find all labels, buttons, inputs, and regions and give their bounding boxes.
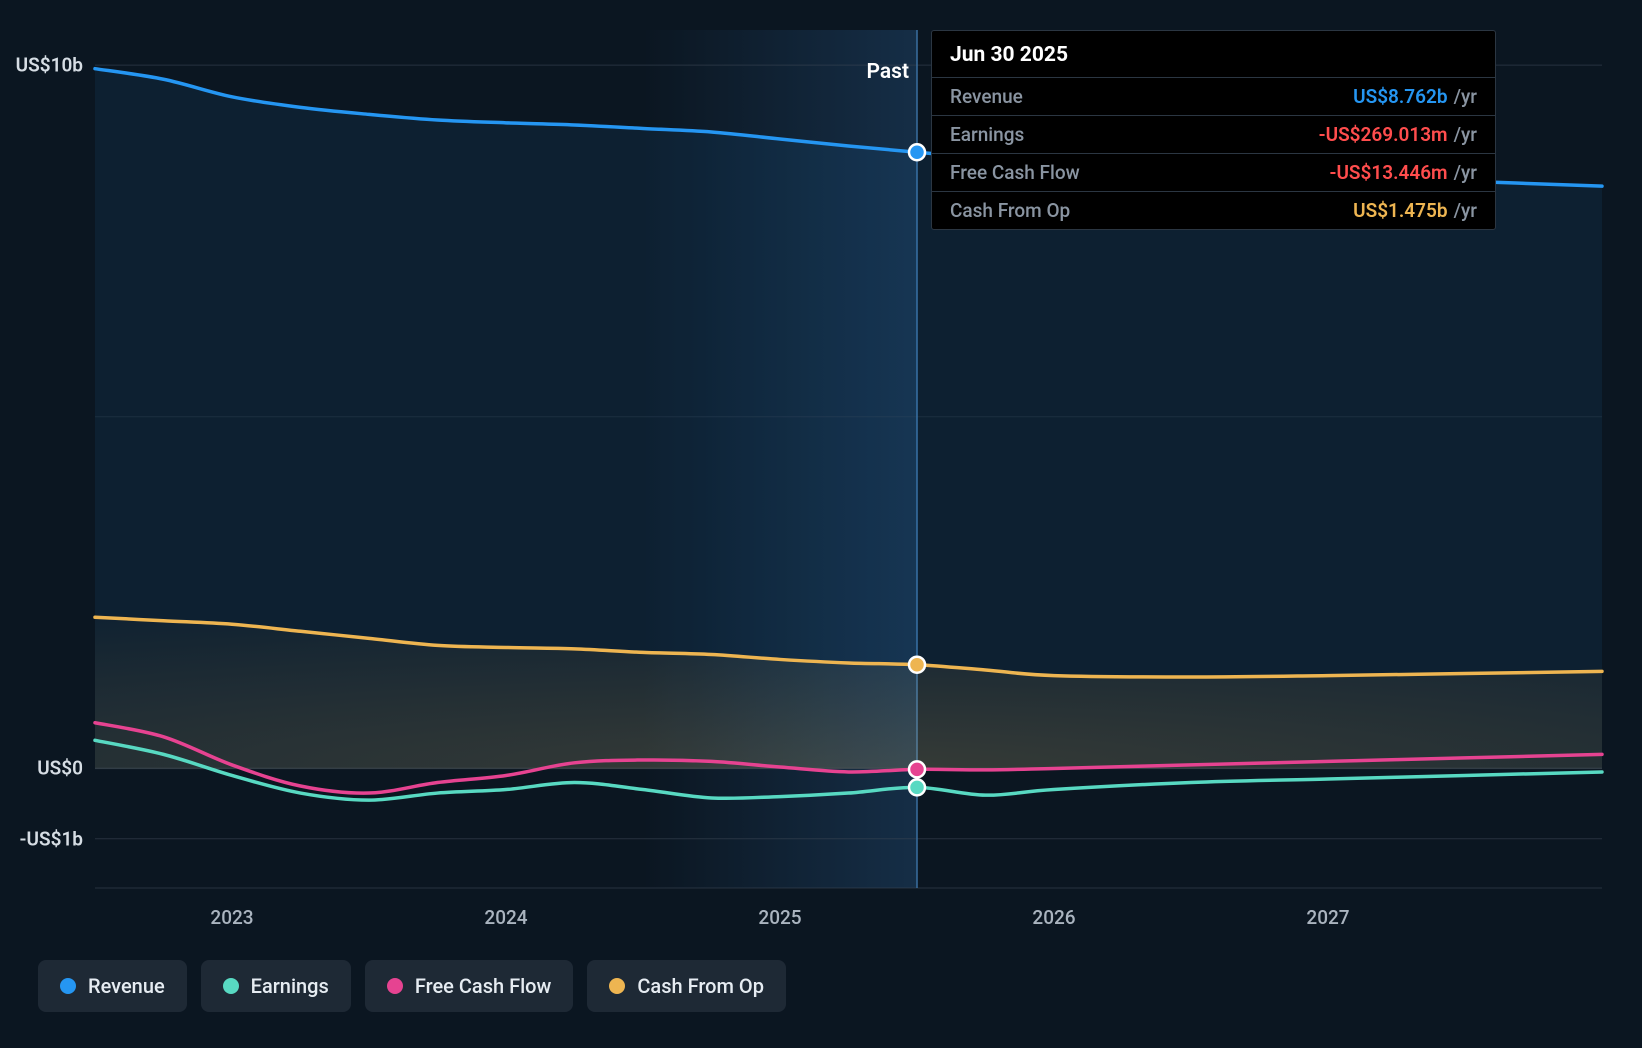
x-tick-label: 2025 bbox=[758, 906, 801, 929]
tooltip-row-value: -US$269.013m bbox=[1319, 123, 1448, 146]
legend-item-earnings[interactable]: Earnings bbox=[201, 960, 351, 1012]
tooltip-row-suffix: /yr bbox=[1454, 199, 1477, 222]
legend-dot-icon bbox=[609, 978, 625, 994]
tooltip-row: Revenue US$8.762b/yr bbox=[932, 77, 1495, 115]
legend-item-label: Free Cash Flow bbox=[415, 974, 552, 998]
tooltip-row-label: Revenue bbox=[950, 85, 1023, 108]
legend-item-label: Earnings bbox=[251, 974, 329, 998]
legend-item-label: Revenue bbox=[88, 974, 165, 998]
tooltip-row-label: Earnings bbox=[950, 123, 1024, 146]
tooltip-row-suffix: /yr bbox=[1454, 123, 1477, 146]
tooltip-row-value: -US$13.446m bbox=[1329, 161, 1447, 184]
x-tick-label: 2027 bbox=[1306, 906, 1349, 929]
y-tick-label: -US$1b bbox=[20, 827, 83, 850]
tooltip-row: Free Cash Flow -US$13.446m/yr bbox=[932, 153, 1495, 191]
y-tick-label: US$0 bbox=[37, 757, 83, 780]
tooltip-row-value: US$1.475b bbox=[1353, 199, 1447, 222]
legend-item-label: Cash From Op bbox=[637, 974, 764, 998]
financials-chart: -US$1b US$0 US$10b 2023 2024 2025 2026 2027 Past… bbox=[0, 0, 1642, 1048]
y-tick-label: US$10b bbox=[16, 54, 83, 77]
x-tick-label: 2023 bbox=[210, 906, 253, 929]
tooltip-row: Cash From Op US$1.475b/yr bbox=[932, 191, 1495, 229]
legend: Revenue Earnings Free Cash Flow Cash From O… bbox=[38, 960, 786, 1012]
tooltip-row-suffix: /yr bbox=[1454, 161, 1477, 184]
tooltip-row-value: US$8.762b bbox=[1353, 85, 1447, 108]
tooltip: Jun 30 2025 Revenue US$8.762b/yr Earnings -… bbox=[931, 30, 1496, 230]
legend-item-revenue[interactable]: Revenue bbox=[38, 960, 187, 1012]
legend-dot-icon bbox=[223, 978, 239, 994]
tooltip-row: Earnings -US$269.013m/yr bbox=[932, 115, 1495, 153]
x-tick-label: 2026 bbox=[1032, 906, 1075, 929]
tooltip-row-label: Free Cash Flow bbox=[950, 161, 1080, 184]
legend-dot-icon bbox=[60, 978, 76, 994]
legend-item-cash_from_op[interactable]: Cash From Op bbox=[587, 960, 786, 1012]
tooltip-row-label: Cash From Op bbox=[950, 199, 1070, 222]
tooltip-row-suffix: /yr bbox=[1454, 85, 1477, 108]
x-tick-label: 2024 bbox=[484, 906, 527, 929]
legend-dot-icon bbox=[387, 978, 403, 994]
tooltip-date: Jun 30 2025 bbox=[932, 31, 1495, 77]
past-label: Past bbox=[867, 60, 910, 84]
legend-item-free_cash_flow[interactable]: Free Cash Flow bbox=[365, 960, 574, 1012]
